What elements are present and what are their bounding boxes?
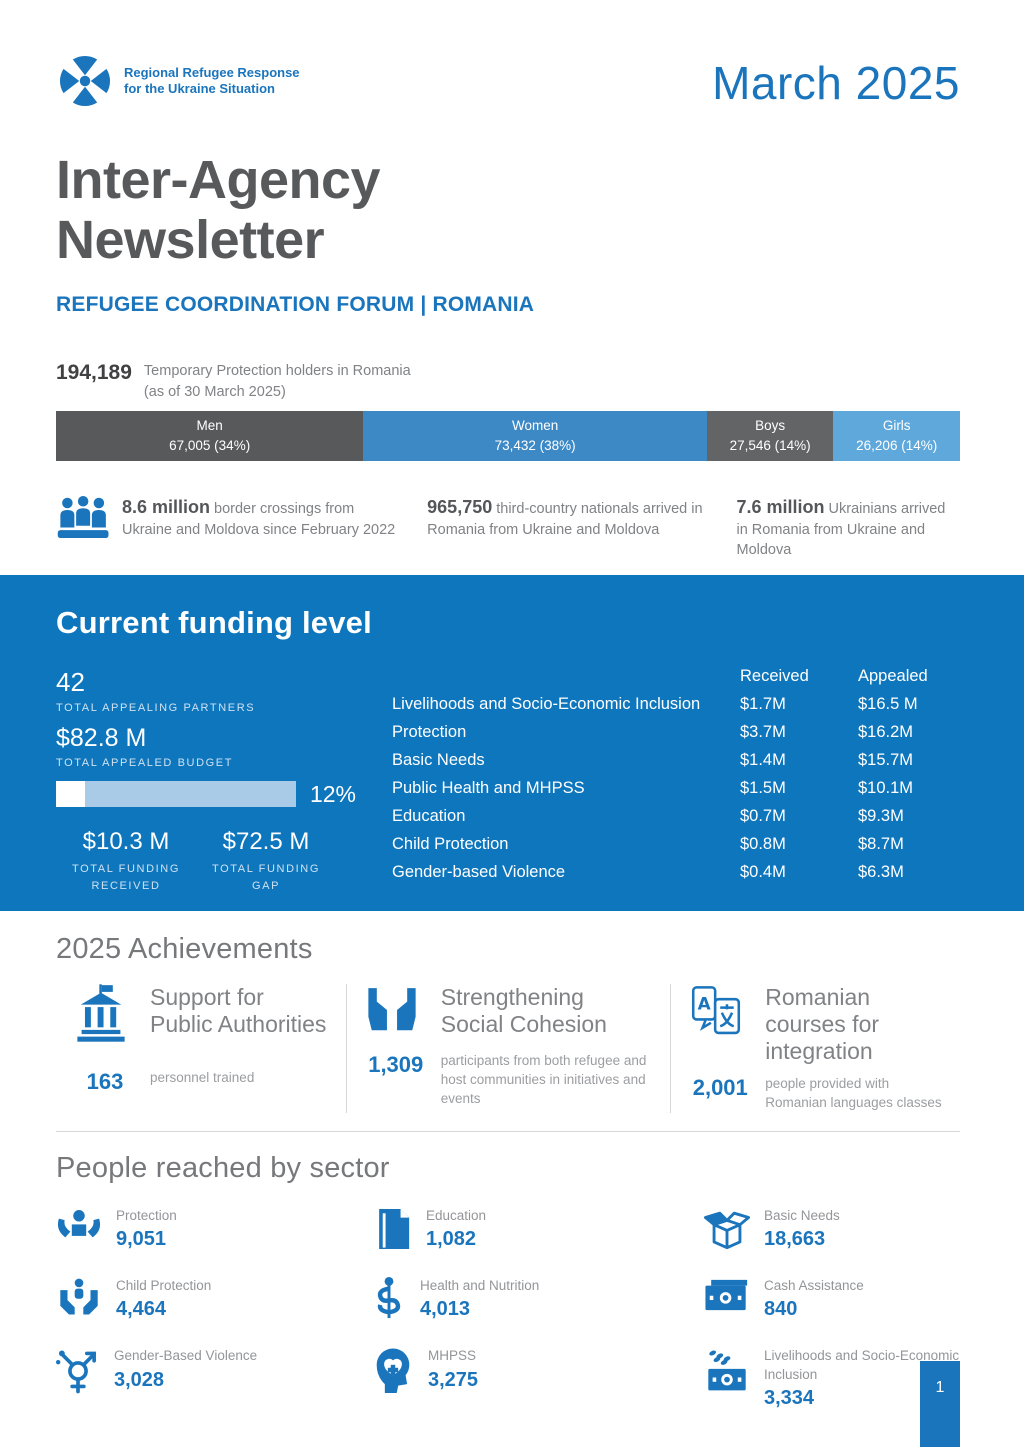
sector-health: Health and Nutrition 4,013: [372, 1277, 704, 1321]
funding-by-sector-table: Received Appealed Livelihoods and Socio-…: [392, 667, 968, 906]
tp-holders-value: 194,189: [56, 360, 132, 384]
achievement-social-cohesion: Strengthening Social Cohesion 1,309 part…: [345, 983, 671, 1113]
sector-livelihoods: Livelihoods and Socio-Economic Inclusion…: [704, 1347, 960, 1409]
column-header-received: Received: [740, 666, 809, 685]
logo-text: Regional Refugee Response for the Ukrain…: [124, 64, 300, 96]
rrp-logo-icon: [56, 52, 114, 110]
demographics-segment-boys: Boys 27,546 (14%): [706, 410, 834, 461]
sectors-heading: People reached by sector: [56, 1151, 390, 1184]
hands-holding-child-icon: [56, 1277, 102, 1319]
sector-gbv: Gender-Based Violence 3,028: [56, 1347, 372, 1409]
achievements-heading: 2025 Achievements: [56, 932, 313, 965]
funding-progress: 12%: [56, 781, 356, 808]
sector-cash-assistance: Cash Assistance 840: [704, 1277, 960, 1321]
table-row-sector: Education: [392, 806, 466, 825]
sector-child-protection: Child Protection 4,464: [56, 1277, 372, 1321]
column-header-appealed: Appealed: [858, 666, 928, 685]
funding-received: $10.3 M TOTAL FUNDING RECEIVED: [72, 827, 180, 893]
funding-gap: $72.5 M TOTAL FUNDING GAP: [212, 827, 320, 893]
appealed-budget-value: $82.8 M: [56, 723, 147, 752]
tp-holders-label: Temporary Protection holders in Romania …: [143, 362, 411, 400]
sector-protection: Protection 9,051: [56, 1207, 372, 1251]
stat-ukrainians-arrived: 7.6 million Ukrainians arrived in Romania…: [736, 496, 946, 559]
achievement-language-courses: A Romanian courses for integration 2,001…: [670, 983, 960, 1113]
page-subtitle: REFUGEE COORDINATION FORUM | ROMANIA: [56, 292, 535, 316]
wheat-banknote-icon: [704, 1347, 750, 1395]
table-row-sector: Protection: [392, 722, 467, 741]
demographics-segment-women: Women 73,432 (38%): [363, 410, 707, 461]
funding-progress-percent: 12%: [309, 780, 356, 807]
protection-icon: [56, 1207, 102, 1249]
achievement-public-authorities: Support for Public Authorities 163 perso…: [56, 984, 346, 1113]
table-row-sector: Public Health and MHPSS: [392, 778, 585, 797]
stat-border-crossings: 8.6 million border crossings from Ukraine…: [56, 495, 403, 561]
demographics-segment-men: Men 67,005 (34%): [56, 410, 364, 461]
page-number: 1: [920, 1361, 960, 1447]
page-title: Inter-Agency Newsletter: [56, 150, 381, 271]
appealed-budget-label: TOTAL APPEALED BUDGET: [56, 756, 234, 769]
sector-basic-needs: Basic Needs 18,663: [704, 1207, 960, 1251]
sector-education: Education 1,082: [372, 1207, 704, 1251]
demographics-segment-girls: Girls 26,206 (14%): [833, 410, 960, 461]
sectors-section: People reached by sector Protection 9,051: [56, 1152, 960, 1410]
funding-section: Current funding level 42 TOTAL APPEALING…: [0, 574, 1024, 911]
table-row-sector: Livelihoods and Socio-Economic Inclusion: [392, 694, 701, 713]
tp-holders-block: 194,189 Temporary Protection holders in …: [56, 361, 960, 461]
table-row-sector: Child Protection: [392, 834, 509, 853]
funding-heading: Current funding level: [56, 604, 372, 640]
achievements-section: 2025 Achievements Support for Public Aut…: [56, 933, 960, 1113]
demographics-bar: Men 67,005 (34%) Women 73,432 (38%) Boys…: [56, 410, 960, 461]
translation-cards-icon: A: [689, 984, 751, 1065]
header: Regional Refugee Response for the Ukrain…: [56, 0, 960, 110]
appealing-partners-label: TOTAL APPEALING PARTNERS: [56, 701, 256, 714]
sector-mhpss: MHPSS 3,275: [372, 1347, 704, 1409]
medical-caduceus-icon: [372, 1277, 406, 1321]
stat-third-country-nationals: 965,750 third-country nationals arrived i…: [427, 496, 703, 539]
key-stats-row: 8.6 million border crossings from Ukraine…: [56, 495, 960, 561]
head-heart-icon: [372, 1347, 414, 1394]
book-icon: [372, 1207, 412, 1251]
logo: Regional Refugee Response for the Ukrain…: [56, 52, 300, 110]
funding-summary: 42 TOTAL APPEALING PARTNERS $82.8 M TOTA…: [56, 667, 356, 906]
social-cohesion-hands-icon: [365, 984, 427, 1042]
appealing-partners-value: 42: [56, 666, 85, 697]
public-authority-icon: [74, 984, 136, 1060]
table-row-sector: Gender-based Violence: [392, 862, 566, 881]
issue-date: March 2025: [712, 57, 960, 109]
section-divider: [56, 1130, 960, 1132]
table-row-sector: Basic Needs: [392, 750, 485, 769]
banknote-icon: [704, 1277, 750, 1313]
funding-progress-track: [56, 781, 296, 808]
people-crossing-icon: [56, 495, 112, 561]
funding-progress-fill: [56, 781, 85, 808]
gender-symbols-icon: [56, 1347, 100, 1395]
svg-text:A: A: [698, 993, 711, 1013]
open-box-icon: [704, 1207, 750, 1251]
